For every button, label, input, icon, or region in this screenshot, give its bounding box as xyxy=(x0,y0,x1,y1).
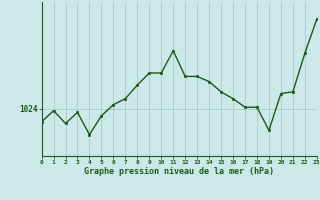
X-axis label: Graphe pression niveau de la mer (hPa): Graphe pression niveau de la mer (hPa) xyxy=(84,167,274,176)
